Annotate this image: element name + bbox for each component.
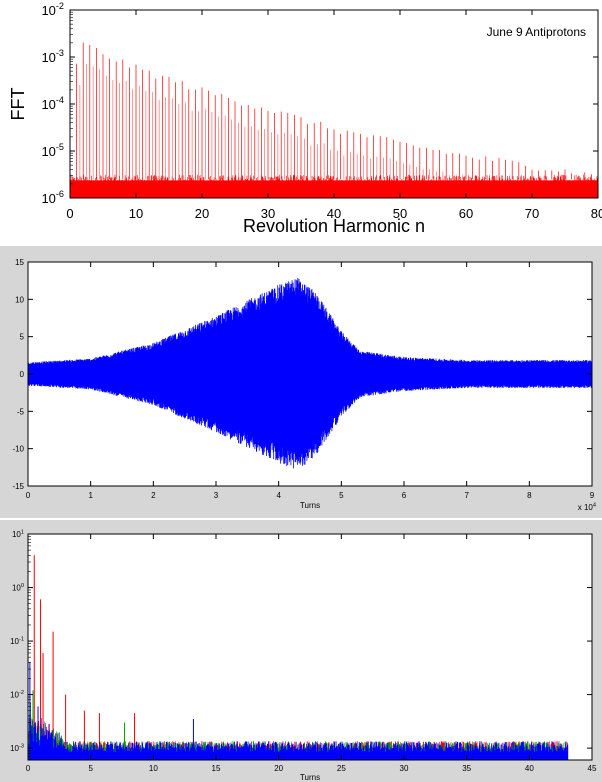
y-tick-label-exp: -1 <box>19 636 24 642</box>
y-tick-label-exp: -2 <box>56 1 64 11</box>
x-tick-label: 60 <box>459 206 473 221</box>
x-tick-label: 50 <box>393 206 407 221</box>
x-tick-label: 40 <box>525 764 534 773</box>
y-tick-label-exp: -3 <box>56 48 64 58</box>
x-tick-label: 80 <box>591 206 602 221</box>
y-tick-label: 10-3 <box>10 744 24 754</box>
fft-chart-panel: 0 10 20 30 40 50 60 70 80 10-6 10-5 10-4 10-3 10-2 Jun… <box>0 0 602 236</box>
y-tick-label-base: 10 <box>41 191 55 206</box>
x-tick-label: 5 <box>339 491 344 500</box>
y-tick-label: -10 <box>12 445 24 454</box>
y-tick-label: 10-2 <box>41 1 64 18</box>
y-tick-label: 10-1 <box>10 636 24 646</box>
y-tick-label-base: 10 <box>41 3 55 18</box>
x-tick-label: 7 <box>464 491 469 500</box>
x-tick-label: 6 <box>402 491 407 500</box>
x-tick-label: 8 <box>527 491 532 500</box>
y-tick-label-base: 10 <box>12 584 21 593</box>
plot-area <box>28 534 592 760</box>
x-tick-label: 5 <box>88 764 93 773</box>
y-tick-label-base: 10 <box>10 637 19 646</box>
x-tick-label: 3 <box>214 491 219 500</box>
y-tick-label: -15 <box>12 482 24 491</box>
y-tick-label: 10 <box>15 295 24 304</box>
y-tick-label: 5 <box>20 333 25 342</box>
y-tick-label-base: 10 <box>41 144 55 159</box>
fft-chart: 0 10 20 30 40 50 60 70 8010-610-510-410-310-2Jun… <box>8 1 602 236</box>
y-tick-label-exp: -3 <box>19 744 24 750</box>
x-tick-label: 35 <box>462 764 471 773</box>
y-tick-label-exp: -5 <box>56 142 64 152</box>
spectrum-series <box>27 555 569 760</box>
x-axis-exponent-base: x 10 <box>578 503 594 512</box>
y-tick-label-exp: 0 <box>21 583 24 589</box>
y-tick-label: 10-5 <box>41 142 64 159</box>
x-tick-label: 30 <box>261 206 275 221</box>
y-tick-label: 10-2 <box>10 690 24 700</box>
y-tick-label-base: 10 <box>12 530 21 539</box>
y-tick-label: 101 <box>12 529 24 539</box>
x-tick-label: 1 <box>88 491 93 500</box>
x-tick-label: 0 <box>26 491 31 500</box>
x-tick-label: 0 <box>26 764 31 773</box>
x-axis-exponent: x 104 <box>578 502 596 512</box>
y-tick-label-base: 10 <box>10 744 19 753</box>
y-tick-label-base: 10 <box>10 691 19 700</box>
y-tick-label-base: 10 <box>41 97 55 112</box>
x-tick-label: 2 <box>151 491 156 500</box>
x-tick-label: 20 <box>195 206 209 221</box>
x-tick-label: 45 <box>588 764 597 773</box>
panel-separator <box>0 518 602 520</box>
x-tick-label: 25 <box>337 764 346 773</box>
turns-signal-panel: 0 1 2 3 4 5 6 7 8 9 -15 -10 -5 0 5 10 15 Turns x 104 <box>0 246 602 518</box>
turns-spectrum-panel: 0 5 10 15 20 25 30 35 40 45 10-3 10-2 10-1 100 101 Turn… <box>0 520 602 782</box>
y-tick-label: 100 <box>12 583 24 593</box>
x-tick-label: 4 <box>276 491 281 500</box>
y-axis-label: FFT <box>8 88 28 121</box>
x-axis-label: Revolution Harmonic n <box>243 216 425 236</box>
x-tick-label: 40 <box>327 206 341 221</box>
y-tick-label: 10-3 <box>41 48 64 65</box>
y-tick-label-exp: -4 <box>56 95 64 105</box>
y-tick-label-exp: -2 <box>19 690 24 696</box>
x-tick-label: 10 <box>129 206 143 221</box>
x-tick-label: 15 <box>212 764 221 773</box>
x-tick-label: 0 <box>66 206 73 221</box>
y-tick-label-base: 10 <box>41 50 55 65</box>
x-tick-label: 10 <box>149 764 158 773</box>
y-tick-label: 10-4 <box>41 95 64 112</box>
y-tick-label: -5 <box>17 407 25 416</box>
panel-separator <box>0 236 602 246</box>
x-axis-exponent-exp: 4 <box>593 502 596 508</box>
y-tick-label-exp: -6 <box>56 189 64 199</box>
y-tick-label: 15 <box>15 258 24 267</box>
x-axis-label: Turns <box>300 501 320 510</box>
plot-frame <box>27 533 593 761</box>
y-tick-label-exp: 1 <box>21 529 24 535</box>
turns-spectrum-chart: 0 5 10 15 20 25 30 35 40 4510-310-210-1100101Turn… <box>10 529 597 782</box>
x-axis-label: Turns <box>300 773 320 782</box>
x-tick-label: 30 <box>400 764 409 773</box>
x-tick-label: 9 <box>590 491 595 500</box>
spectrum-noise-2 <box>28 714 569 760</box>
y-tick-label: 0 <box>20 370 25 379</box>
chart-annotation: June 9 Antiprotons <box>487 25 586 39</box>
x-tick-label: 20 <box>274 764 283 773</box>
y-tick-label: 10-6 <box>41 189 64 206</box>
x-tick-label: 70 <box>525 206 539 221</box>
signal-envelope <box>28 298 592 450</box>
